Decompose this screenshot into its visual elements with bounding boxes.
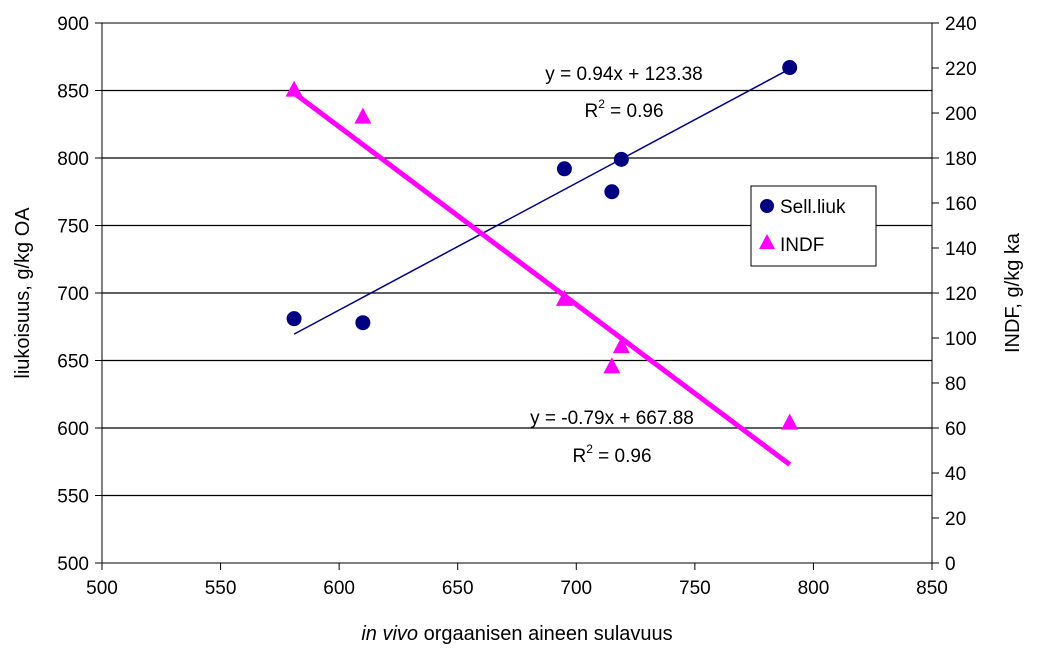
y-right-tick-label: 160 <box>945 194 977 215</box>
x-tick-label: 700 <box>560 578 592 599</box>
markers <box>285 60 799 430</box>
sell-liuk-r2: R2 = 0.96 <box>584 97 663 122</box>
y-left-tick-label: 750 <box>57 217 89 238</box>
sell-liuk-point <box>782 60 798 76</box>
y-left-tick-label: 800 <box>57 149 89 170</box>
y-right-tick-label: 120 <box>945 284 977 305</box>
x-tick-label: 600 <box>323 578 355 599</box>
y-left-tick-label: 850 <box>57 82 89 103</box>
y-right-tick-label: 200 <box>945 104 977 125</box>
legend: Sell.liuk INDF <box>750 185 877 267</box>
y-right-tick-label: 180 <box>945 149 977 170</box>
axes: 500 550 600 650 700 750 800 8505005506006507007… <box>57 14 976 599</box>
sell-liuk-point <box>286 311 302 327</box>
y-left-tick-label: 650 <box>57 352 89 373</box>
sell-liuk-point <box>604 184 620 200</box>
legend-sell-liuk-marker <box>760 199 774 213</box>
y-left-tick-label: 900 <box>57 14 89 35</box>
legend-indf-label: INDF <box>780 235 824 256</box>
indf-point <box>555 289 573 306</box>
sell-liuk-point <box>556 161 572 177</box>
y-left-tick-label: 550 <box>57 487 89 508</box>
y-right-tick-label: 100 <box>945 329 977 350</box>
y-right-tick-label: 40 <box>945 464 966 485</box>
y-right-tick-label: 60 <box>945 419 966 440</box>
legend-sell-liuk-label: Sell.liuk <box>780 197 846 218</box>
indf-point <box>354 107 372 124</box>
indf-point <box>285 80 303 97</box>
x-axis-title: in vivo orgaanisen aineen sulavuus <box>361 623 672 645</box>
sell-liuk-point <box>613 151 629 167</box>
x-tick-label: 550 <box>205 578 237 599</box>
sell-liuk-trendline <box>293 68 791 335</box>
y-right-tick-label: 140 <box>945 239 977 260</box>
y-right-tick-label: 220 <box>945 59 977 80</box>
indf-equation: y = -0.79x + 667.88 <box>530 408 694 429</box>
y-left-tick-label: 500 <box>57 554 89 575</box>
legend-box <box>750 185 877 267</box>
x-tick-label: 750 <box>679 578 711 599</box>
indf-point <box>603 357 621 374</box>
x-tick-label: 500 <box>86 578 118 599</box>
indf-point <box>612 337 630 354</box>
gridlines <box>102 89 932 497</box>
y-right-tick-label: 80 <box>945 374 966 395</box>
x-tick-label: 650 <box>442 578 474 599</box>
legend-indf-marker <box>759 234 775 249</box>
y-axis-left-title: liukoisuus, g/kg OA <box>12 207 34 379</box>
sell-liuk-point <box>355 315 371 331</box>
y-right-tick-label: 20 <box>945 509 966 530</box>
x-tick-label: 800 <box>798 578 830 599</box>
y-left-tick-label: 600 <box>57 419 89 440</box>
y-right-tick-label: 240 <box>945 14 977 35</box>
indf-point <box>781 413 799 430</box>
y-right-tick-label: 0 <box>945 554 956 575</box>
indf-trendline <box>292 90 792 467</box>
trendlines <box>292 68 792 467</box>
sell-liuk-equation: y = 0.94x + 123.38 <box>545 64 702 85</box>
x-tick-label: 850 <box>916 578 948 599</box>
indf-r2: R2 = 0.96 <box>572 442 651 467</box>
y-axis-right-title: INDF, g/kg ka <box>1002 232 1024 353</box>
y-left-tick-label: 700 <box>57 284 89 305</box>
